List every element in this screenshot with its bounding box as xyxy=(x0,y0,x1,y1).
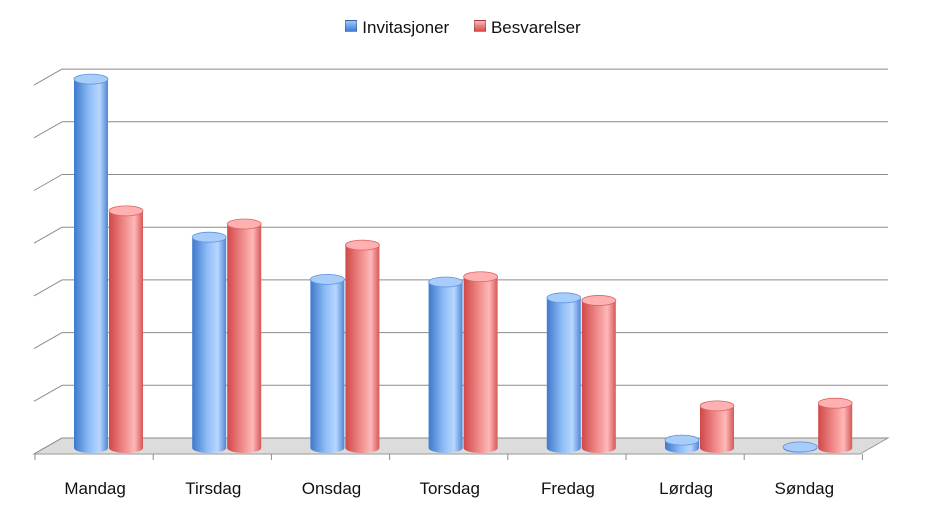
x-tick-label: Mandag xyxy=(64,479,125,498)
bar-invitasjoner-1 xyxy=(191,231,227,453)
bar-besvarelser-6 xyxy=(817,397,853,453)
x-tick-label: Lørdag xyxy=(659,479,713,498)
gridline-side xyxy=(33,437,63,455)
bar-besvarelser-5 xyxy=(699,400,735,453)
bar-invitasjoner-4 xyxy=(546,292,582,453)
x-tick-label: Torsdag xyxy=(419,479,479,498)
bar-invitasjoner-3 xyxy=(428,276,464,453)
bar-invitasjoner-0 xyxy=(73,73,109,453)
chart-legend: Invitasjoner Besvarelser xyxy=(0,18,926,38)
legend-item-besvarelser: Besvarelser xyxy=(473,18,581,38)
x-axis-labels: Mandag Tirsdag Onsdag Torsdag Fredag Lørdag Sø… xyxy=(64,479,834,498)
x-tick-label: Fredag xyxy=(541,479,595,498)
x-tick-label: Søndag xyxy=(775,479,835,498)
gridline-side xyxy=(33,121,63,139)
gridline-side xyxy=(33,332,63,350)
bar-besvarelser-4 xyxy=(581,295,617,453)
legend-swatch-invitasjoner xyxy=(345,20,358,32)
gridline-side xyxy=(33,279,63,297)
x-tick-label: Tirsdag xyxy=(185,479,241,498)
legend-item-invitasjoner: Invitasjoner xyxy=(345,18,449,38)
gridline-side xyxy=(33,226,63,244)
bar-invitasjoner-5 xyxy=(664,434,700,453)
gridline-side xyxy=(33,174,63,191)
bar-invitasjoner-6 xyxy=(782,441,818,453)
legend-label-invitasjoner: Invitasjoner xyxy=(362,18,450,37)
x-tick-label: Onsdag xyxy=(302,479,362,498)
bar-besvarelser-0 xyxy=(108,205,144,453)
legend-swatch-besvarelser xyxy=(473,20,486,32)
bar-besvarelser-2 xyxy=(344,239,380,453)
bar-invitasjoner-2 xyxy=(309,273,345,453)
bar-besvarelser-1 xyxy=(226,218,262,453)
bar-besvarelser-3 xyxy=(463,271,499,453)
legend-label-besvarelser: Besvarelser xyxy=(490,18,581,37)
gridline-side xyxy=(33,384,63,402)
bars xyxy=(73,73,853,453)
gridline-side xyxy=(33,68,63,86)
